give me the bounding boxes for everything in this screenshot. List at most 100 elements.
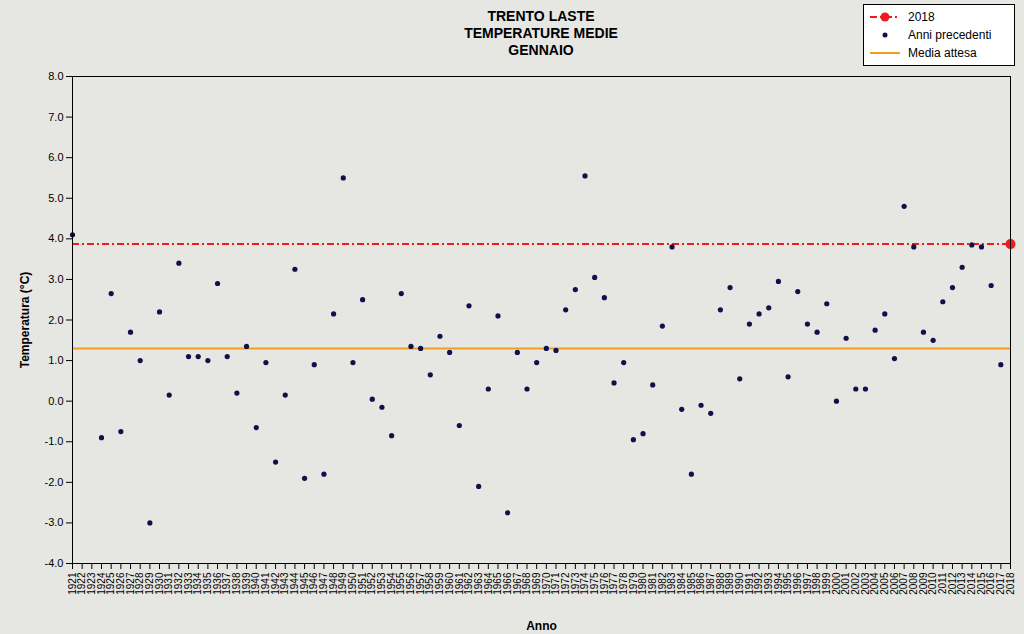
svg-text:1937: 1937 xyxy=(221,572,233,595)
svg-text:1975: 1975 xyxy=(588,572,600,595)
svg-text:-3.0: -3.0 xyxy=(45,516,64,528)
svg-text:1954: 1954 xyxy=(385,572,397,595)
svg-text:1931: 1931 xyxy=(163,572,175,595)
svg-text:1986: 1986 xyxy=(695,572,707,595)
svg-text:1949: 1949 xyxy=(337,572,349,595)
svg-text:1951: 1951 xyxy=(356,572,368,595)
svg-text:1926: 1926 xyxy=(115,572,127,595)
svg-text:1957: 1957 xyxy=(414,572,426,595)
svg-text:1950: 1950 xyxy=(347,572,359,595)
svg-text:1987: 1987 xyxy=(704,572,716,595)
svg-text:1934: 1934 xyxy=(192,572,204,595)
svg-text:1959: 1959 xyxy=(434,572,446,595)
svg-text:3.0: 3.0 xyxy=(48,273,63,285)
html-text:2018: 2018 xyxy=(908,10,935,24)
svg-text:1940: 1940 xyxy=(250,572,262,595)
html-text:Anni precedenti: Anni precedenti xyxy=(908,28,992,42)
svg-text:1970: 1970 xyxy=(540,572,552,595)
svg-text:1932: 1932 xyxy=(173,572,185,595)
svg-text:1953: 1953 xyxy=(376,572,388,595)
svg-text:1978: 1978 xyxy=(617,572,629,595)
svg-text:1965: 1965 xyxy=(492,572,504,595)
svg-text:2.0: 2.0 xyxy=(48,314,63,326)
svg-text:1962: 1962 xyxy=(463,572,475,595)
svg-text:1955: 1955 xyxy=(395,572,407,595)
html-text:TEMPERATURE MEDIE: TEMPERATURE MEDIE xyxy=(464,25,618,41)
svg-text:1967: 1967 xyxy=(511,572,523,595)
svg-text:1.0: 1.0 xyxy=(48,354,63,366)
svg-text:1988: 1988 xyxy=(714,572,726,595)
svg-text:2000: 2000 xyxy=(830,572,842,595)
svg-text:1939: 1939 xyxy=(240,572,252,595)
html-text:Media attesa: Media attesa xyxy=(908,46,977,60)
svg-text:1941: 1941 xyxy=(260,572,272,595)
svg-text:1973: 1973 xyxy=(569,572,581,595)
svg-text:1935: 1935 xyxy=(202,572,214,595)
svg-text:1956: 1956 xyxy=(405,572,417,595)
svg-text:1995: 1995 xyxy=(782,572,794,595)
svg-text:1928: 1928 xyxy=(134,572,146,595)
svg-text:1981: 1981 xyxy=(646,572,658,595)
svg-text:1997: 1997 xyxy=(801,572,813,595)
svg-text:1922: 1922 xyxy=(76,572,88,595)
svg-text:2001: 2001 xyxy=(840,572,852,595)
svg-text:1972: 1972 xyxy=(559,572,571,595)
svg-text:1943: 1943 xyxy=(279,572,291,595)
svg-text:1977: 1977 xyxy=(608,572,620,595)
svg-text:1983: 1983 xyxy=(666,572,678,595)
svg-text:1933: 1933 xyxy=(182,572,194,595)
svg-text:1948: 1948 xyxy=(327,572,339,595)
svg-text:7.0: 7.0 xyxy=(48,111,63,123)
svg-text:1971: 1971 xyxy=(550,572,562,595)
svg-text:1968: 1968 xyxy=(521,572,533,595)
svg-text:1991: 1991 xyxy=(743,572,755,595)
svg-text:5.0: 5.0 xyxy=(48,192,63,204)
svg-text:-1.0: -1.0 xyxy=(45,435,64,447)
svg-text:1929: 1929 xyxy=(144,572,156,595)
svg-text:1927: 1927 xyxy=(124,572,136,595)
svg-text:1976: 1976 xyxy=(598,572,610,595)
svg-text:Anno: Anno xyxy=(526,619,557,633)
svg-text:1958: 1958 xyxy=(424,572,436,595)
svg-text:-2.0: -2.0 xyxy=(45,476,64,488)
svg-text:1952: 1952 xyxy=(366,572,378,595)
html-text:GENNAIO: GENNAIO xyxy=(508,42,574,58)
svg-text:1930: 1930 xyxy=(153,572,165,595)
svg-text:1944: 1944 xyxy=(289,572,301,595)
svg-text:1961: 1961 xyxy=(453,572,465,595)
svg-text:1947: 1947 xyxy=(318,572,330,595)
svg-text:1925: 1925 xyxy=(105,572,117,595)
svg-text:1979: 1979 xyxy=(627,572,639,595)
svg-text:1990: 1990 xyxy=(733,572,745,595)
svg-text:1989: 1989 xyxy=(724,572,736,595)
svg-text:1969: 1969 xyxy=(530,572,542,595)
svg-text:1992: 1992 xyxy=(753,572,765,595)
svg-text:1938: 1938 xyxy=(231,572,243,595)
svg-text:-4.0: -4.0 xyxy=(45,557,64,569)
svg-text:1982: 1982 xyxy=(656,572,668,595)
svg-text:1946: 1946 xyxy=(308,572,320,595)
svg-text:1985: 1985 xyxy=(685,572,697,595)
svg-text:1964: 1964 xyxy=(482,572,494,595)
svg-text:1966: 1966 xyxy=(501,572,513,595)
svg-text:1921: 1921 xyxy=(66,572,78,595)
svg-text:1942: 1942 xyxy=(269,572,281,595)
svg-text:6.0: 6.0 xyxy=(48,151,63,163)
svg-text:1936: 1936 xyxy=(211,572,223,595)
svg-text:1924: 1924 xyxy=(95,572,107,595)
html-text:TRENTO LASTE: TRENTO LASTE xyxy=(487,8,595,24)
svg-text:2018: 2018 xyxy=(1005,572,1016,595)
svg-text:1993: 1993 xyxy=(762,572,774,595)
svg-text:0.0: 0.0 xyxy=(48,395,63,407)
svg-text:1984: 1984 xyxy=(675,572,687,595)
svg-text:4.0: 4.0 xyxy=(48,232,63,244)
svg-text:1980: 1980 xyxy=(637,572,649,595)
svg-text:1963: 1963 xyxy=(472,572,484,595)
svg-text:1974: 1974 xyxy=(579,572,591,595)
svg-text:1998: 1998 xyxy=(811,572,823,595)
svg-text:8.0: 8.0 xyxy=(48,70,63,82)
svg-text:1994: 1994 xyxy=(772,572,784,595)
svg-text:1960: 1960 xyxy=(443,572,455,595)
svg-text:Temperatura (°C): Temperatura (°C) xyxy=(18,272,32,369)
svg-text:1945: 1945 xyxy=(298,572,310,595)
